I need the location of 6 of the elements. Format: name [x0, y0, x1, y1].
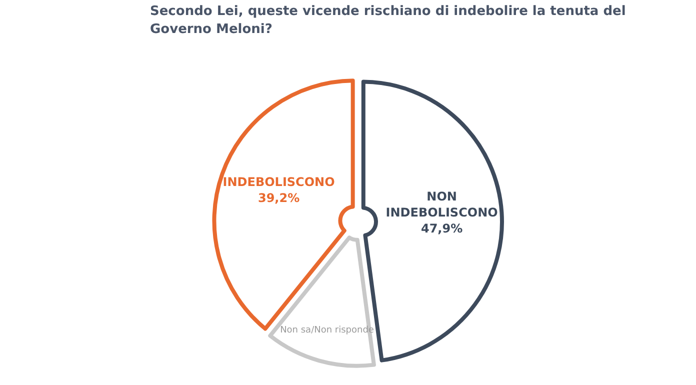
slice-label: INDEBOLISCONO	[222, 175, 335, 190]
slice-label: NON INDEBOLISCONO	[386, 189, 498, 220]
chart-title: Secondo Lei, queste vicende rischiano di indebolire la tenuta del Governo Meloni?	[150, 4, 626, 37]
data-label: 39,2%	[258, 191, 300, 206]
data-label: 47,9%	[420, 221, 463, 236]
slice-label: Non sa/Non risponde	[280, 326, 374, 336]
